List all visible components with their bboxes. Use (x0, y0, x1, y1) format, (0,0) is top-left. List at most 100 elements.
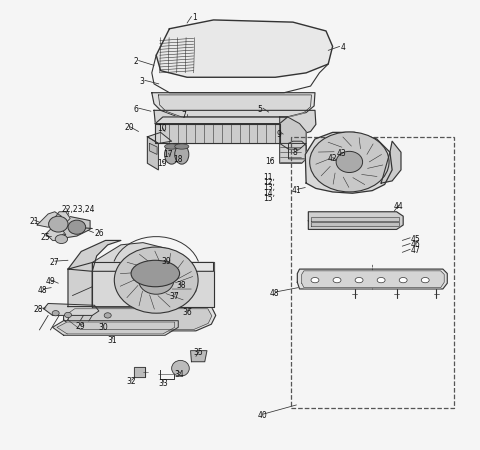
Polygon shape (147, 132, 172, 144)
Text: 10: 10 (157, 124, 167, 133)
Text: 19: 19 (157, 159, 167, 168)
Ellipse shape (55, 235, 68, 243)
Polygon shape (57, 214, 90, 239)
Text: 4: 4 (340, 43, 346, 52)
Polygon shape (53, 321, 178, 335)
Polygon shape (46, 229, 66, 240)
Ellipse shape (139, 266, 174, 294)
Text: 47: 47 (411, 246, 421, 255)
Text: 48: 48 (270, 289, 280, 298)
Text: 43: 43 (336, 149, 346, 158)
Polygon shape (63, 306, 216, 331)
Text: 18: 18 (173, 155, 182, 164)
Ellipse shape (165, 144, 179, 149)
Ellipse shape (333, 278, 341, 283)
Text: 29: 29 (76, 322, 85, 331)
Text: 39: 39 (161, 256, 171, 266)
Polygon shape (68, 240, 121, 306)
Text: 46: 46 (411, 240, 421, 249)
Text: 35: 35 (194, 348, 204, 357)
Ellipse shape (399, 278, 407, 283)
Text: 26: 26 (95, 230, 104, 238)
Text: 3: 3 (140, 77, 144, 86)
Polygon shape (152, 93, 315, 117)
Polygon shape (150, 144, 157, 154)
Text: 2: 2 (133, 57, 138, 66)
Polygon shape (156, 20, 333, 77)
Polygon shape (92, 243, 196, 306)
Text: 44: 44 (394, 202, 403, 211)
Text: 14,: 14, (263, 189, 275, 198)
Polygon shape (288, 141, 306, 159)
Bar (291, 137, 454, 408)
Ellipse shape (421, 278, 429, 283)
Ellipse shape (68, 220, 85, 234)
Text: 15: 15 (263, 194, 273, 203)
Text: 41: 41 (292, 186, 301, 195)
Text: 32: 32 (126, 377, 136, 386)
Text: 11,: 11, (263, 173, 275, 182)
Text: 7: 7 (182, 111, 187, 120)
Polygon shape (302, 271, 444, 288)
Text: 48: 48 (38, 286, 48, 295)
Text: 42: 42 (327, 154, 337, 163)
Text: 16: 16 (265, 158, 275, 166)
Text: 28: 28 (34, 305, 43, 314)
Text: 25: 25 (41, 233, 50, 242)
Polygon shape (297, 269, 447, 289)
Text: 1: 1 (192, 13, 197, 22)
Polygon shape (68, 262, 214, 271)
Ellipse shape (48, 216, 68, 232)
Text: 33: 33 (158, 379, 168, 388)
Ellipse shape (175, 145, 189, 164)
Polygon shape (53, 212, 70, 225)
Text: 40: 40 (258, 411, 267, 420)
Text: 21: 21 (29, 217, 39, 226)
Polygon shape (44, 303, 99, 315)
Polygon shape (308, 212, 403, 230)
Text: 27: 27 (49, 258, 59, 267)
Text: 5: 5 (258, 105, 263, 114)
Text: 13,: 13, (263, 184, 275, 193)
Polygon shape (311, 222, 399, 226)
Text: 9: 9 (276, 130, 281, 139)
Polygon shape (381, 141, 401, 183)
Text: 31: 31 (108, 336, 117, 345)
Polygon shape (280, 117, 306, 149)
Text: 45: 45 (411, 234, 421, 243)
Ellipse shape (64, 312, 72, 318)
Ellipse shape (172, 360, 189, 376)
Ellipse shape (310, 132, 389, 192)
Ellipse shape (104, 313, 111, 318)
Polygon shape (147, 137, 158, 170)
Text: 34: 34 (175, 369, 184, 378)
Ellipse shape (114, 247, 198, 313)
Ellipse shape (165, 145, 179, 164)
Text: 12,: 12, (263, 178, 275, 187)
Text: 20: 20 (124, 123, 134, 132)
Polygon shape (191, 351, 207, 362)
Ellipse shape (311, 278, 319, 283)
Ellipse shape (377, 278, 385, 283)
Ellipse shape (175, 144, 189, 149)
Polygon shape (280, 144, 306, 163)
Polygon shape (37, 212, 61, 227)
Text: 37: 37 (169, 292, 179, 301)
Ellipse shape (52, 310, 59, 316)
Text: 6: 6 (133, 105, 138, 114)
Text: 17: 17 (163, 150, 173, 159)
Polygon shape (67, 309, 212, 329)
Polygon shape (156, 124, 280, 144)
Ellipse shape (131, 260, 180, 287)
Polygon shape (154, 110, 316, 137)
Text: 30: 30 (98, 323, 108, 332)
Text: 38: 38 (176, 281, 186, 290)
Text: 22,23,24: 22,23,24 (61, 205, 95, 214)
Polygon shape (156, 117, 288, 124)
Polygon shape (305, 132, 392, 193)
Text: 8: 8 (292, 148, 297, 157)
Polygon shape (134, 367, 145, 377)
Polygon shape (57, 322, 175, 334)
Text: 49: 49 (46, 277, 56, 286)
Ellipse shape (355, 278, 363, 283)
